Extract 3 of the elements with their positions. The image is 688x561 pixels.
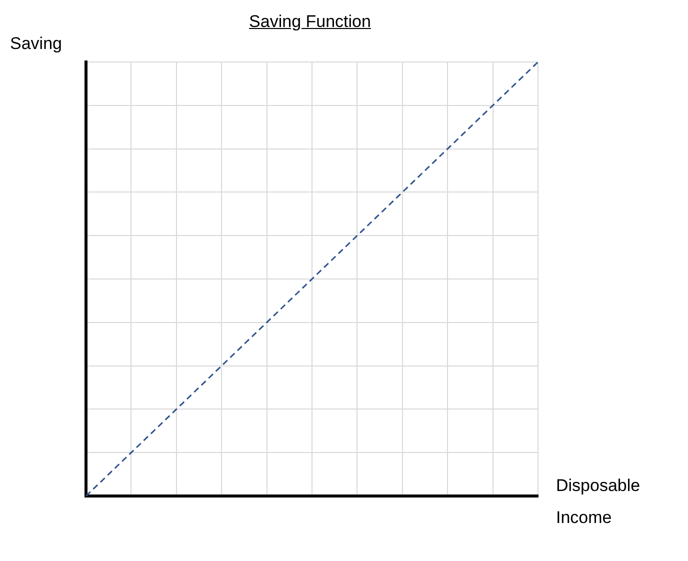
y-axis-title: Saving: [10, 34, 62, 54]
chart-title: Saving Function: [248, 12, 372, 32]
x-axis-title: Disposable Income: [556, 475, 642, 529]
